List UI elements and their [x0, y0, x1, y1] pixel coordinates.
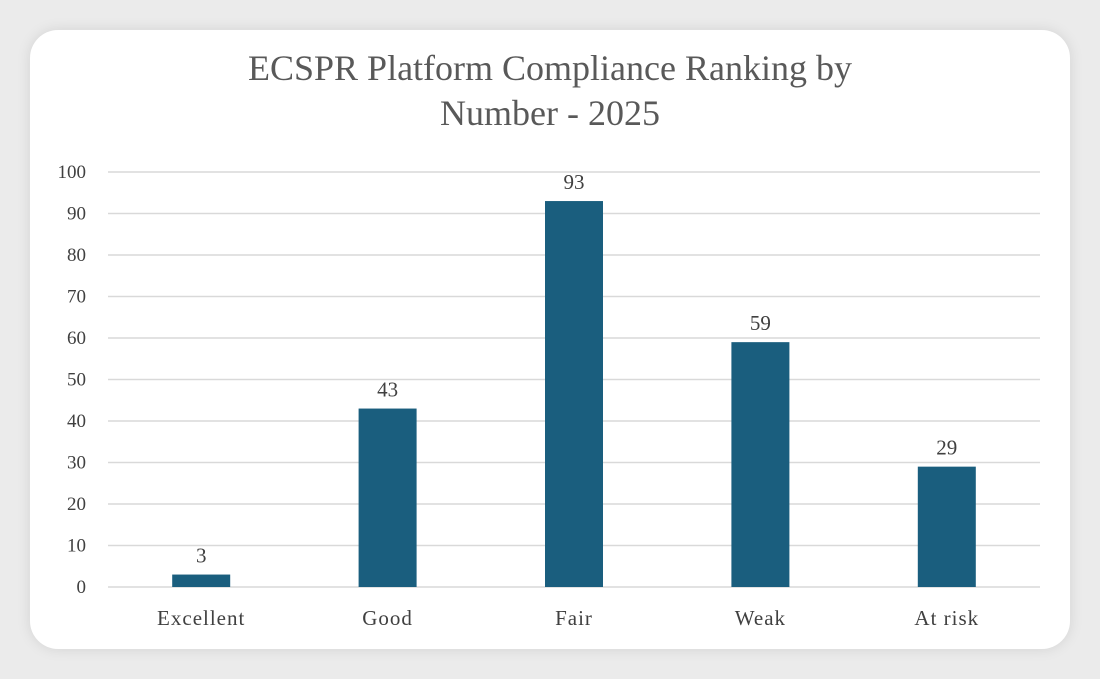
x-category-label: Weak: [735, 606, 786, 630]
x-category-label: Excellent: [157, 606, 245, 630]
bar-fair: [545, 201, 603, 588]
bar-excellent: [172, 574, 231, 587]
y-tick-label: 20: [67, 494, 86, 515]
y-tick-label: 100: [58, 162, 87, 183]
y-tick-label: 30: [67, 453, 86, 474]
data-label: 93: [564, 170, 585, 194]
y-tick-label: 80: [67, 245, 86, 266]
data-label: 43: [377, 378, 398, 402]
chart-title: ECSPR Platform Compliance Ranking by Num…: [0, 46, 1100, 136]
chart-title-line-1: ECSPR Platform Compliance Ranking by: [248, 48, 852, 88]
data-label: 29: [936, 436, 957, 460]
y-tick-label: 50: [67, 370, 86, 391]
bars: [172, 201, 976, 588]
y-tick-label: 70: [67, 287, 86, 308]
x-category-label: Fair: [555, 606, 593, 630]
data-label: 3: [196, 544, 207, 568]
y-tick-label: 10: [67, 536, 86, 557]
x-axis-categories: Excellent Good Fair Weak At risk: [157, 606, 979, 630]
y-axis-ticks: 0 10 20 30 40 50 60 70 80 90 100: [58, 162, 87, 598]
y-tick-label: 0: [77, 577, 87, 598]
data-label: 59: [750, 311, 771, 335]
x-category-label: Good: [362, 606, 413, 630]
bar-weak: [731, 342, 790, 587]
data-labels: 3 43 93 59 29: [196, 170, 957, 568]
bar-good: [358, 408, 417, 587]
y-tick-label: 40: [67, 411, 86, 432]
chart-title-line-2: Number - 2025: [440, 93, 660, 133]
bar-at-risk: [917, 466, 976, 587]
y-tick-label: 60: [67, 328, 86, 349]
y-tick-label: 90: [67, 204, 86, 225]
x-category-label: At risk: [914, 606, 979, 630]
